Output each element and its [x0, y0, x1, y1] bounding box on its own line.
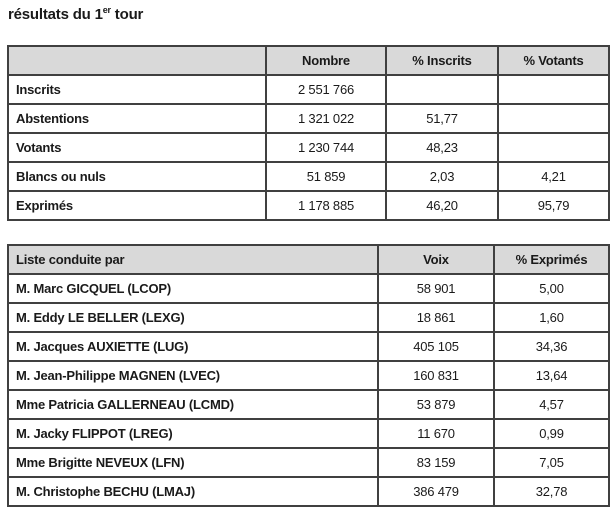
- candidate-name: Mme Brigitte NEVEUX (LFN): [7, 447, 379, 478]
- results-table: Liste conduite par Voix % Exprimés M. Ma…: [7, 244, 610, 507]
- summary-header-empty: [7, 45, 267, 76]
- summary-header-nombre: Nombre: [265, 45, 387, 76]
- table-row: M. Jean-Philippe MAGNEN (LVEC) 160 831 1…: [7, 360, 610, 391]
- candidate-name: M. Jacky FLIPPOT (LREG): [7, 418, 379, 449]
- cell-pct-votants: 95,79: [497, 190, 610, 221]
- table-row: M. Marc GICQUEL (LCOP) 58 901 5,00: [7, 273, 610, 304]
- cell-pct-exprimes: 13,64: [493, 360, 610, 391]
- candidate-name: Mme Patricia GALLERNEAU (LCMD): [7, 389, 379, 420]
- cell-voix: 405 105: [377, 331, 495, 362]
- table-row: M. Eddy LE BELLER (LEXG) 18 861 1,60: [7, 302, 610, 333]
- row-label: Blancs ou nuls: [7, 161, 267, 192]
- page-title: résultats du 1er tour: [8, 5, 143, 23]
- table-row: M. Jacques AUXIETTE (LUG) 405 105 34,36: [7, 331, 610, 362]
- results-header-row: Liste conduite par Voix % Exprimés: [7, 244, 610, 275]
- page-title-prefix: résultats du 1: [8, 6, 103, 23]
- row-label: Abstentions: [7, 103, 267, 134]
- table-row: Exprimés 1 178 885 46,20 95,79: [7, 190, 610, 221]
- candidate-name: M. Jean-Philippe MAGNEN (LVEC): [7, 360, 379, 391]
- cell-pct-inscrits: 48,23: [385, 132, 499, 163]
- cell-voix: 11 670: [377, 418, 495, 449]
- cell-nombre: 1 178 885: [265, 190, 387, 221]
- cell-voix: 83 159: [377, 447, 495, 478]
- table-row: M. Christophe BECHU (LMAJ) 386 479 32,78: [7, 476, 610, 507]
- candidate-name: M. Jacques AUXIETTE (LUG): [7, 331, 379, 362]
- page-title-superscript: er: [102, 5, 111, 15]
- results-header-pct-exprimes: % Exprimés: [493, 244, 610, 275]
- page-title-suffix: tour: [110, 6, 144, 23]
- table-row: Mme Patricia GALLERNEAU (LCMD) 53 879 4,…: [7, 389, 610, 420]
- cell-nombre: 1 230 744: [265, 132, 387, 163]
- cell-pct-exprimes: 7,05: [493, 447, 610, 478]
- table-row: Inscrits 2 551 766: [7, 74, 610, 105]
- candidate-name: M. Christophe BECHU (LMAJ): [7, 476, 379, 507]
- cell-pct-exprimes: 32,78: [493, 476, 610, 507]
- cell-voix: 386 479: [377, 476, 495, 507]
- table-row: Blancs ou nuls 51 859 2,03 4,21: [7, 161, 610, 192]
- cell-nombre: 51 859: [265, 161, 387, 192]
- cell-pct-inscrits: 46,20: [385, 190, 499, 221]
- results-header-liste: Liste conduite par: [7, 244, 379, 275]
- cell-pct-exprimes: 34,36: [493, 331, 610, 362]
- row-label: Inscrits: [7, 74, 267, 105]
- cell-voix: 18 861: [377, 302, 495, 333]
- cell-pct-votants: 4,21: [497, 161, 610, 192]
- summary-table: Nombre % Inscrits % Votants Inscrits 2 5…: [7, 45, 610, 221]
- table-row: Abstentions 1 321 022 51,77: [7, 103, 610, 134]
- cell-pct-inscrits: 2,03: [385, 161, 499, 192]
- cell-pct-inscrits: [385, 74, 499, 105]
- cell-voix: 160 831: [377, 360, 495, 391]
- cell-pct-votants: [497, 74, 610, 105]
- row-label: Votants: [7, 132, 267, 163]
- cell-nombre: 2 551 766: [265, 74, 387, 105]
- cell-pct-exprimes: 1,60: [493, 302, 610, 333]
- cell-voix: 53 879: [377, 389, 495, 420]
- table-row: Votants 1 230 744 48,23: [7, 132, 610, 163]
- candidate-name: M. Eddy LE BELLER (LEXG): [7, 302, 379, 333]
- cell-pct-inscrits: 51,77: [385, 103, 499, 134]
- summary-header-pct-votants: % Votants: [497, 45, 610, 76]
- summary-header-row: Nombre % Inscrits % Votants: [7, 45, 610, 76]
- row-label: Exprimés: [7, 190, 267, 221]
- cell-pct-exprimes: 0,99: [493, 418, 610, 449]
- table-row: M. Jacky FLIPPOT (LREG) 11 670 0,99: [7, 418, 610, 449]
- candidate-name: M. Marc GICQUEL (LCOP): [7, 273, 379, 304]
- cell-pct-exprimes: 5,00: [493, 273, 610, 304]
- table-row: Mme Brigitte NEVEUX (LFN) 83 159 7,05: [7, 447, 610, 478]
- cell-nombre: 1 321 022: [265, 103, 387, 134]
- cell-pct-votants: [497, 103, 610, 134]
- cell-pct-exprimes: 4,57: [493, 389, 610, 420]
- results-header-voix: Voix: [377, 244, 495, 275]
- cell-pct-votants: [497, 132, 610, 163]
- summary-header-pct-inscrits: % Inscrits: [385, 45, 499, 76]
- cell-voix: 58 901: [377, 273, 495, 304]
